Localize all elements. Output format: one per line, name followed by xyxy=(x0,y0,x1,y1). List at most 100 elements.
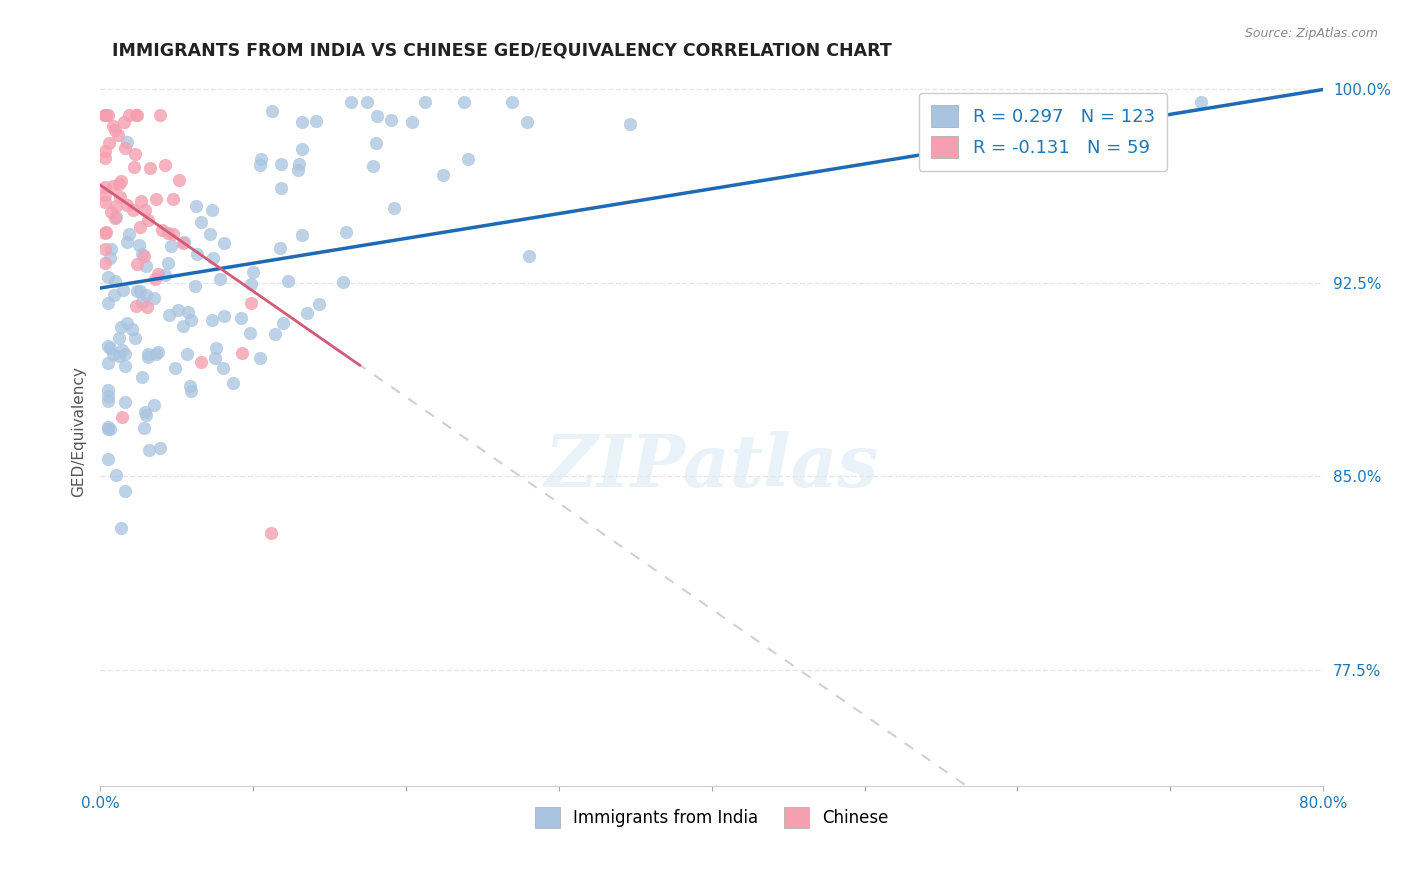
Point xyxy=(260,526,283,541)
Point xyxy=(401,115,423,129)
Point xyxy=(169,173,191,187)
Point xyxy=(114,141,136,155)
Point xyxy=(1189,95,1212,110)
Point xyxy=(157,256,180,270)
Point xyxy=(277,274,299,288)
Point xyxy=(501,95,523,110)
Point xyxy=(457,152,479,166)
Point xyxy=(97,451,120,466)
Point xyxy=(121,322,143,336)
Point xyxy=(143,272,166,286)
Point xyxy=(131,294,153,309)
Point xyxy=(107,350,129,364)
Text: ZIPatlas: ZIPatlas xyxy=(544,431,879,502)
Point xyxy=(135,301,157,315)
Point xyxy=(100,204,122,219)
Point xyxy=(143,291,166,305)
Point xyxy=(114,483,136,498)
Point xyxy=(214,236,236,251)
Point xyxy=(138,161,160,176)
Point xyxy=(269,241,291,255)
Point xyxy=(201,251,224,265)
Point xyxy=(335,225,357,239)
Point xyxy=(122,203,145,218)
Point xyxy=(97,339,120,353)
Point xyxy=(97,420,120,434)
Point xyxy=(332,275,354,289)
Point xyxy=(208,272,231,286)
Point xyxy=(177,304,200,318)
Point xyxy=(97,136,120,150)
Point xyxy=(172,318,194,333)
Point xyxy=(453,95,475,110)
Point xyxy=(432,168,454,182)
Text: Source: ZipAtlas.com: Source: ZipAtlas.com xyxy=(1244,27,1378,40)
Point xyxy=(98,251,121,265)
Point xyxy=(287,162,309,177)
Point xyxy=(242,265,264,279)
Point xyxy=(160,239,183,253)
Point xyxy=(271,316,294,330)
Point xyxy=(115,198,138,212)
Point xyxy=(97,422,120,436)
Point xyxy=(229,310,252,325)
Point xyxy=(104,211,127,226)
Point xyxy=(93,108,115,122)
Point xyxy=(111,283,134,297)
Point xyxy=(111,343,134,358)
Point xyxy=(222,376,245,390)
Point xyxy=(93,151,115,165)
Point xyxy=(136,350,159,364)
Point xyxy=(380,113,402,128)
Point xyxy=(382,201,405,215)
Point xyxy=(145,192,167,206)
Point xyxy=(148,108,170,122)
Point xyxy=(291,142,314,156)
Point xyxy=(173,235,195,249)
Point xyxy=(198,227,221,241)
Point xyxy=(295,306,318,320)
Point xyxy=(184,199,207,213)
Point xyxy=(93,180,115,194)
Point xyxy=(111,410,134,425)
Point xyxy=(104,467,127,482)
Point xyxy=(291,115,314,129)
Point xyxy=(93,187,115,202)
Point xyxy=(619,117,641,131)
Point xyxy=(128,238,150,252)
Point xyxy=(212,360,235,375)
Point xyxy=(146,345,169,359)
Point xyxy=(105,211,128,225)
Point xyxy=(97,384,120,398)
Point xyxy=(184,278,207,293)
Point xyxy=(239,326,262,340)
Point xyxy=(136,347,159,361)
Point xyxy=(190,215,212,229)
Point xyxy=(110,521,132,535)
Point xyxy=(413,95,436,110)
Point xyxy=(127,108,149,122)
Point xyxy=(125,299,148,313)
Point xyxy=(180,313,202,327)
Point xyxy=(264,327,287,342)
Point xyxy=(150,223,173,237)
Point xyxy=(143,398,166,412)
Point xyxy=(361,159,384,173)
Point xyxy=(125,257,148,271)
Point xyxy=(200,202,222,217)
Point xyxy=(212,310,235,324)
Point xyxy=(131,247,153,261)
Point xyxy=(156,226,179,240)
Point xyxy=(180,384,202,399)
Point xyxy=(93,256,115,270)
Point xyxy=(231,346,253,360)
Point xyxy=(107,331,129,345)
Point xyxy=(97,296,120,310)
Point xyxy=(110,190,132,204)
Point xyxy=(134,405,156,419)
Point xyxy=(249,351,271,365)
Point xyxy=(97,270,120,285)
Point xyxy=(108,177,131,191)
Point xyxy=(115,235,138,249)
Point xyxy=(250,152,273,166)
